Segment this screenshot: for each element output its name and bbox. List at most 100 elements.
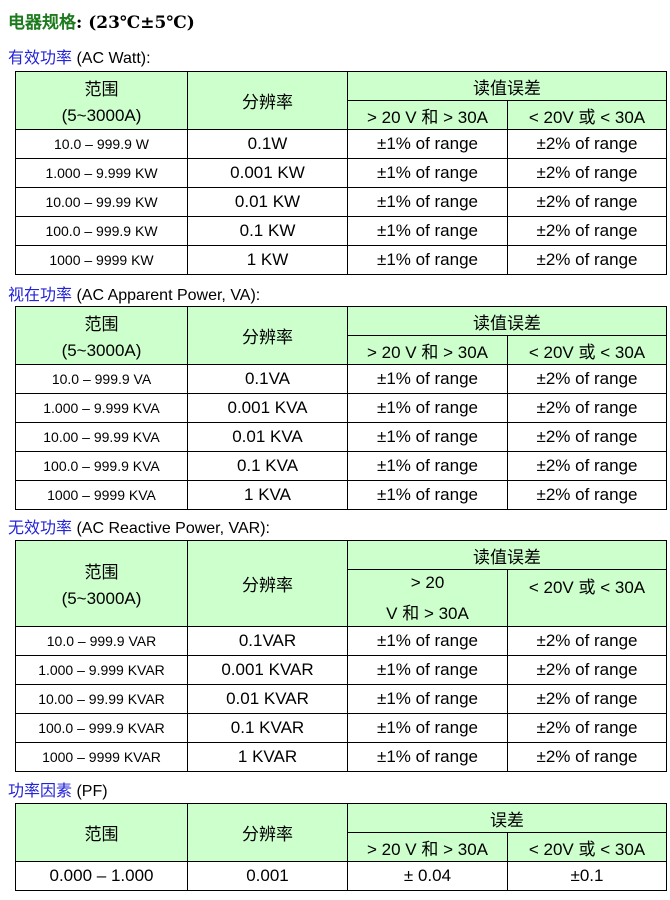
cell-range: 100.0 – 999.9 KVAR bbox=[15, 713, 188, 743]
section-title-var: 无效功率 (AC Reactive Power, VAR): bbox=[8, 514, 270, 538]
header-cond-high: > 20 V 和 > 30A bbox=[347, 335, 508, 365]
table-row: 10.0 – 999.9 VA 0.1VA ±1% of range ±2% of r… bbox=[15, 364, 667, 394]
cell-error-high: ± 0.04 bbox=[347, 861, 508, 891]
cell-resolution: 0.01 KVAR bbox=[187, 684, 348, 714]
table-var: 范围 (5~3000A) 分辨率 读值误差 > 20 V 和 > 30A < 20V 或 <… bbox=[15, 540, 667, 772]
header-error: 误差 bbox=[347, 803, 667, 833]
title-cn: 电器规格 bbox=[8, 13, 76, 33]
cell-error-low: ±2% of range bbox=[507, 216, 667, 246]
cell-error-high: ±1% of range bbox=[347, 158, 508, 188]
cell-error-high: ±1% of range bbox=[347, 364, 508, 394]
header-cond-low: < 20V 或 < 30A bbox=[507, 569, 667, 627]
table-row: 10.00 – 99.99 KVA 0.01 KVA ±1% of range ±2%… bbox=[15, 422, 667, 452]
section-en: (AC Apparent Power, VA): bbox=[72, 287, 261, 304]
title-conditions: : (23℃±5℃) bbox=[76, 13, 195, 33]
cell-range: 1.000 – 9.999 KVA bbox=[15, 393, 188, 423]
cell-range: 1000 – 9999 KVAR bbox=[15, 742, 188, 772]
section-title-watt: 有效功率 (AC Watt): bbox=[8, 44, 151, 68]
table-pf: 范围 分辨率 误差 > 20 V 和 > 30A < 20V 或 < 30A 0.000 … bbox=[15, 803, 667, 891]
table-row: 100.0 – 999.9 KW 0.1 KW ±1% of range ±2% of… bbox=[15, 216, 667, 246]
header-cond-high: > 20 V 和 > 30A bbox=[347, 100, 508, 130]
section-en: (AC Reactive Power, VAR): bbox=[72, 520, 270, 537]
cell-range: 1000 – 9999 KW bbox=[15, 245, 188, 275]
cell-error-high: ±1% of range bbox=[347, 684, 508, 714]
section-cn: 有效功率 bbox=[8, 48, 73, 67]
table-row: 100.0 – 999.9 KVAR 0.1 KVAR ±1% of range ±2… bbox=[15, 713, 667, 743]
header-range-sub: (5~3000A) bbox=[61, 341, 142, 360]
cell-error-low: ±2% of range bbox=[507, 158, 667, 188]
table-row: 1.000 – 9.999 KVAR 0.001 KVAR ±1% of range… bbox=[15, 655, 667, 685]
table-row: 1000 – 9999 KW 1 KW ±1% of range ±2% of ran… bbox=[15, 245, 667, 275]
section-cn: 无效功率 bbox=[8, 518, 73, 537]
cell-error-low: ±2% of range bbox=[507, 655, 667, 685]
cell-error-low: ±2% of range bbox=[507, 393, 667, 423]
section-title-pf: 功率因素 (PF) bbox=[8, 777, 108, 801]
cell-error-low: ±2% of range bbox=[507, 187, 667, 217]
cell-range: 10.0 – 999.9 W bbox=[15, 129, 188, 159]
section-en: (AC Watt): bbox=[72, 50, 151, 67]
cell-error-low: ±2% of range bbox=[507, 245, 667, 275]
cell-range: 0.000 – 1.000 bbox=[15, 861, 188, 891]
cell-resolution: 0.01 KW bbox=[187, 187, 348, 217]
cell-error-low: ±2% of range bbox=[507, 626, 667, 656]
cell-error-high: ±1% of range bbox=[347, 451, 508, 481]
header-error: 读值误差 bbox=[347, 306, 667, 336]
cell-error-high: ±1% of range bbox=[347, 713, 508, 743]
table-row: 100.0 – 999.9 KVA 0.1 KVA ±1% of range ±2% … bbox=[15, 451, 667, 481]
table-row: 10.00 – 99.99 KVAR 0.01 KVAR ±1% of range ±… bbox=[15, 684, 667, 714]
cell-resolution: 1 KVAR bbox=[187, 742, 348, 772]
cell-resolution: 0.01 KVA bbox=[187, 422, 348, 452]
header-resolution: 分辨率 bbox=[187, 71, 348, 130]
header-range: 范围 (5~3000A) bbox=[15, 71, 188, 130]
header-cond-low: < 20V 或 < 30A bbox=[507, 335, 667, 365]
cell-range: 10.00 – 99.99 KVA bbox=[15, 422, 188, 452]
header-error: 读值误差 bbox=[347, 71, 667, 101]
header-range-label: 范围 bbox=[84, 80, 119, 99]
cell-range: 10.0 – 999.9 VAR bbox=[15, 626, 188, 656]
header-error: 读值误差 bbox=[347, 540, 667, 570]
cell-range: 100.0 – 999.9 KW bbox=[15, 216, 188, 246]
cell-error-high: ±1% of range bbox=[347, 422, 508, 452]
cell-resolution: 0.001 KW bbox=[187, 158, 348, 188]
cell-range: 1.000 – 9.999 KW bbox=[15, 158, 188, 188]
cell-error-low: ±2% of range bbox=[507, 451, 667, 481]
cond-high-line2: V 和 > 30A bbox=[386, 603, 469, 623]
section-title-va: 视在功率 (AC Apparent Power, VA): bbox=[8, 281, 260, 305]
table-watt: 范围 (5~3000A) 分辨率 读值误差 > 20 V 和 > 30A < 20V 或 … bbox=[15, 71, 667, 275]
cell-error-high: ±1% of range bbox=[347, 245, 508, 275]
table-row: 1.000 – 9.999 KW 0.001 KW ±1% of range ±2% … bbox=[15, 158, 667, 188]
section-en: (PF) bbox=[72, 783, 108, 800]
cell-error-low: ±2% of range bbox=[507, 713, 667, 743]
cell-resolution: 0.1 KW bbox=[187, 216, 348, 246]
cell-error-low: ±0.1 bbox=[507, 861, 667, 891]
section-cn: 视在功率 bbox=[8, 285, 73, 304]
table-row: 1.000 – 9.999 KVA 0.001 KVA ±1% of range ±2… bbox=[15, 393, 667, 423]
header-resolution: 分辨率 bbox=[187, 803, 348, 862]
spec-title: 电器规格: (23℃±5℃) bbox=[8, 8, 195, 33]
header-range: 范围 bbox=[15, 803, 188, 862]
cell-resolution: 0.1VAR bbox=[187, 626, 348, 656]
cell-range: 1.000 – 9.999 KVAR bbox=[15, 655, 188, 685]
section-cn: 功率因素 bbox=[8, 781, 73, 800]
cell-error-low: ±2% of range bbox=[507, 684, 667, 714]
cell-error-high: ±1% of range bbox=[347, 216, 508, 246]
cell-range: 10.0 – 999.9 VA bbox=[15, 364, 188, 394]
cell-range: 100.0 – 999.9 KVA bbox=[15, 451, 188, 481]
table-row: 1000 – 9999 KVA 1 KVA ±1% of range ±2% of r… bbox=[15, 480, 667, 510]
cell-error-low: ±2% of range bbox=[507, 742, 667, 772]
header-cond-high: > 20 V 和 > 30A bbox=[347, 832, 508, 862]
cell-range: 10.00 – 99.99 KW bbox=[15, 187, 188, 217]
table-va: 范围 (5~3000A) 分辨率 读值误差 > 20 V 和 > 30A < 20V 或 … bbox=[15, 306, 667, 510]
cell-range: 1000 – 9999 KVA bbox=[15, 480, 188, 510]
header-range: 范围 (5~3000A) bbox=[15, 540, 188, 627]
cell-error-high: ±1% of range bbox=[347, 626, 508, 656]
cell-resolution: 0.001 KVA bbox=[187, 393, 348, 423]
table-row: 10.0 – 999.9 W 0.1W ±1% of range ±2% of ran… bbox=[15, 129, 667, 159]
cell-range: 10.00 – 99.99 KVAR bbox=[15, 684, 188, 714]
table-row: 10.0 – 999.9 VAR 0.1VAR ±1% of range ±2% of… bbox=[15, 626, 667, 656]
header-range-sub: (5~3000A) bbox=[61, 589, 142, 608]
cell-error-low: ±2% of range bbox=[507, 480, 667, 510]
table-row: 1000 – 9999 KVAR 1 KVAR ±1% of range ±2% of… bbox=[15, 742, 667, 772]
cell-resolution: 1 KVA bbox=[187, 480, 348, 510]
header-resolution: 分辨率 bbox=[187, 306, 348, 365]
